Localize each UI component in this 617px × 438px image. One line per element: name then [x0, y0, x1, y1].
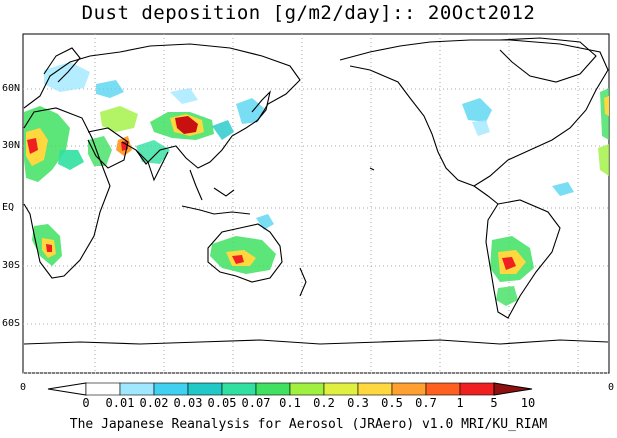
graticule [23, 34, 609, 374]
colorbar-tick-label: 0.07 [241, 396, 271, 410]
colorbar-swatch [187, 382, 223, 396]
dust-field [24, 62, 609, 306]
colorbar-tick-label: 0.7 [415, 396, 437, 410]
colorbar-tick-label: 5 [490, 396, 498, 410]
lat-label-60n: 60N [2, 83, 21, 94]
colorbar-swatch [323, 382, 359, 396]
frame-left-value: 0 [20, 382, 27, 393]
colorbar-tick-label: 10 [520, 396, 536, 410]
colorbar-tick-label: 0.05 [207, 396, 237, 410]
colorbar-tick-label: 0.5 [381, 396, 403, 410]
colorbar-swatch [119, 382, 155, 396]
colorbar-swatch [153, 382, 189, 396]
colorbar-swatch [85, 382, 121, 396]
lat-label-60s: 60S [2, 318, 21, 329]
colorbar-swatch [459, 382, 495, 396]
map-title: Dust deposition [g/m2/day]:: 20Oct2012 [81, 2, 536, 24]
colorbar-swatch [289, 382, 325, 396]
colorbar-tick-label: 0.02 [139, 396, 169, 410]
colorbar-arrow-left [47, 382, 87, 396]
colorbar-swatch [255, 382, 291, 396]
lat-label-30n: 30N [2, 140, 21, 151]
colorbar-tick-label: 0.01 [105, 396, 135, 410]
colorbar-tick-label: 0.1 [279, 396, 301, 410]
colorbar-swatch [425, 382, 461, 396]
colorbar-swatch [391, 382, 427, 396]
colorbar-tick-label: 1 [456, 396, 464, 410]
footer-credit: The Japanese Reanalysis for Aerosol (JRA… [69, 417, 548, 432]
colorbar-arrow-right [493, 382, 533, 396]
colorbar-tick-label: 0.3 [347, 396, 369, 410]
colorbar-swatch [221, 382, 257, 396]
colorbar-tick-label: 0.2 [313, 396, 335, 410]
colorbar [47, 382, 533, 396]
colorbar-tick-label: 0 [82, 396, 90, 410]
colorbar-tick-label: 0.03 [173, 396, 203, 410]
coastlines [23, 37, 609, 345]
colorbar-swatch [357, 382, 393, 396]
frame-right-value: 0 [608, 382, 615, 393]
lat-label-30s: 30S [2, 260, 21, 271]
lat-label-eq: EQ [2, 202, 15, 213]
